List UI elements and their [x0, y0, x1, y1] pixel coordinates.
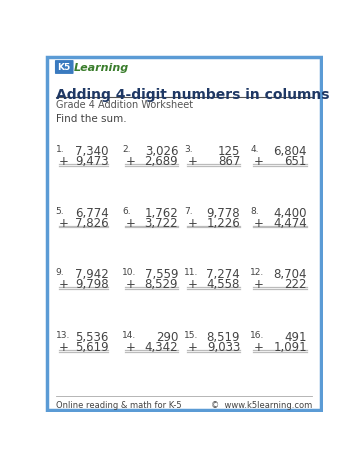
Text: 6,804: 6,804 [273, 144, 307, 158]
FancyBboxPatch shape [47, 58, 321, 410]
Text: 125: 125 [218, 144, 240, 158]
Text: +: + [187, 155, 197, 168]
Text: 3,026: 3,026 [145, 144, 178, 158]
Text: 2,689: 2,689 [145, 155, 178, 168]
Text: K5: K5 [58, 63, 71, 72]
Text: 8,704: 8,704 [273, 268, 307, 281]
Text: 7,274: 7,274 [206, 268, 240, 281]
Text: 4.: 4. [250, 144, 259, 154]
Text: 491: 491 [284, 331, 307, 344]
Text: 4,474: 4,474 [273, 216, 307, 229]
Text: 10.: 10. [122, 268, 137, 276]
Text: +: + [187, 216, 197, 229]
Text: 8,519: 8,519 [207, 331, 240, 344]
Text: Online reading & math for K-5: Online reading & math for K-5 [56, 400, 181, 409]
Text: 7.: 7. [185, 206, 193, 215]
Text: 11.: 11. [185, 268, 199, 276]
Text: +: + [59, 216, 69, 229]
Text: 14.: 14. [122, 331, 137, 339]
Text: +: + [126, 155, 135, 168]
Text: 8,529: 8,529 [145, 278, 178, 291]
Text: 3.: 3. [185, 144, 193, 154]
Text: +: + [59, 278, 69, 291]
Text: 15.: 15. [185, 331, 199, 339]
Text: 4,400: 4,400 [273, 206, 307, 219]
Text: 9,033: 9,033 [207, 341, 240, 354]
Text: 6.: 6. [122, 206, 131, 215]
Text: 9,798: 9,798 [75, 278, 108, 291]
Text: 7,942: 7,942 [75, 268, 108, 281]
Text: 12.: 12. [250, 268, 265, 276]
Text: Grade 4 Addition Worksheet: Grade 4 Addition Worksheet [56, 100, 193, 110]
Text: +: + [126, 341, 135, 354]
Text: 16.: 16. [250, 331, 265, 339]
Text: +: + [253, 278, 263, 291]
Text: +: + [126, 278, 135, 291]
Text: 6,774: 6,774 [75, 206, 108, 219]
Text: +: + [187, 341, 197, 354]
Text: 2.: 2. [122, 144, 131, 154]
Text: 7,340: 7,340 [75, 144, 108, 158]
Text: 8.: 8. [250, 206, 259, 215]
Text: +: + [253, 216, 263, 229]
Text: 290: 290 [156, 331, 178, 344]
Text: ©  www.k5learning.com: © www.k5learning.com [211, 400, 312, 409]
Text: +: + [59, 341, 69, 354]
Text: 7,559: 7,559 [145, 268, 178, 281]
Text: 5.: 5. [56, 206, 64, 215]
Text: 7,826: 7,826 [75, 216, 108, 229]
Text: 9.: 9. [56, 268, 64, 276]
Text: 1,762: 1,762 [144, 206, 178, 219]
Text: 13.: 13. [56, 331, 70, 339]
Text: +: + [126, 216, 135, 229]
Text: +: + [59, 155, 69, 168]
Text: +: + [253, 341, 263, 354]
Text: 5,619: 5,619 [75, 341, 108, 354]
Text: 5,536: 5,536 [75, 331, 108, 344]
Text: 1,091: 1,091 [273, 341, 307, 354]
Text: 4,558: 4,558 [207, 278, 240, 291]
FancyBboxPatch shape [55, 61, 74, 75]
Text: 4,342: 4,342 [145, 341, 178, 354]
Text: +: + [187, 278, 197, 291]
Text: 9,473: 9,473 [75, 155, 108, 168]
Text: 1,226: 1,226 [206, 216, 240, 229]
Text: 9,778: 9,778 [206, 206, 240, 219]
Text: Adding 4-digit numbers in columns: Adding 4-digit numbers in columns [56, 88, 329, 102]
Text: Find the sum.: Find the sum. [56, 114, 126, 124]
Text: 867: 867 [218, 155, 240, 168]
Text: Learning: Learning [74, 63, 129, 73]
Text: 1.: 1. [56, 144, 64, 154]
Text: +: + [253, 155, 263, 168]
Text: 3,722: 3,722 [145, 216, 178, 229]
Text: 222: 222 [284, 278, 307, 291]
Text: 651: 651 [284, 155, 307, 168]
